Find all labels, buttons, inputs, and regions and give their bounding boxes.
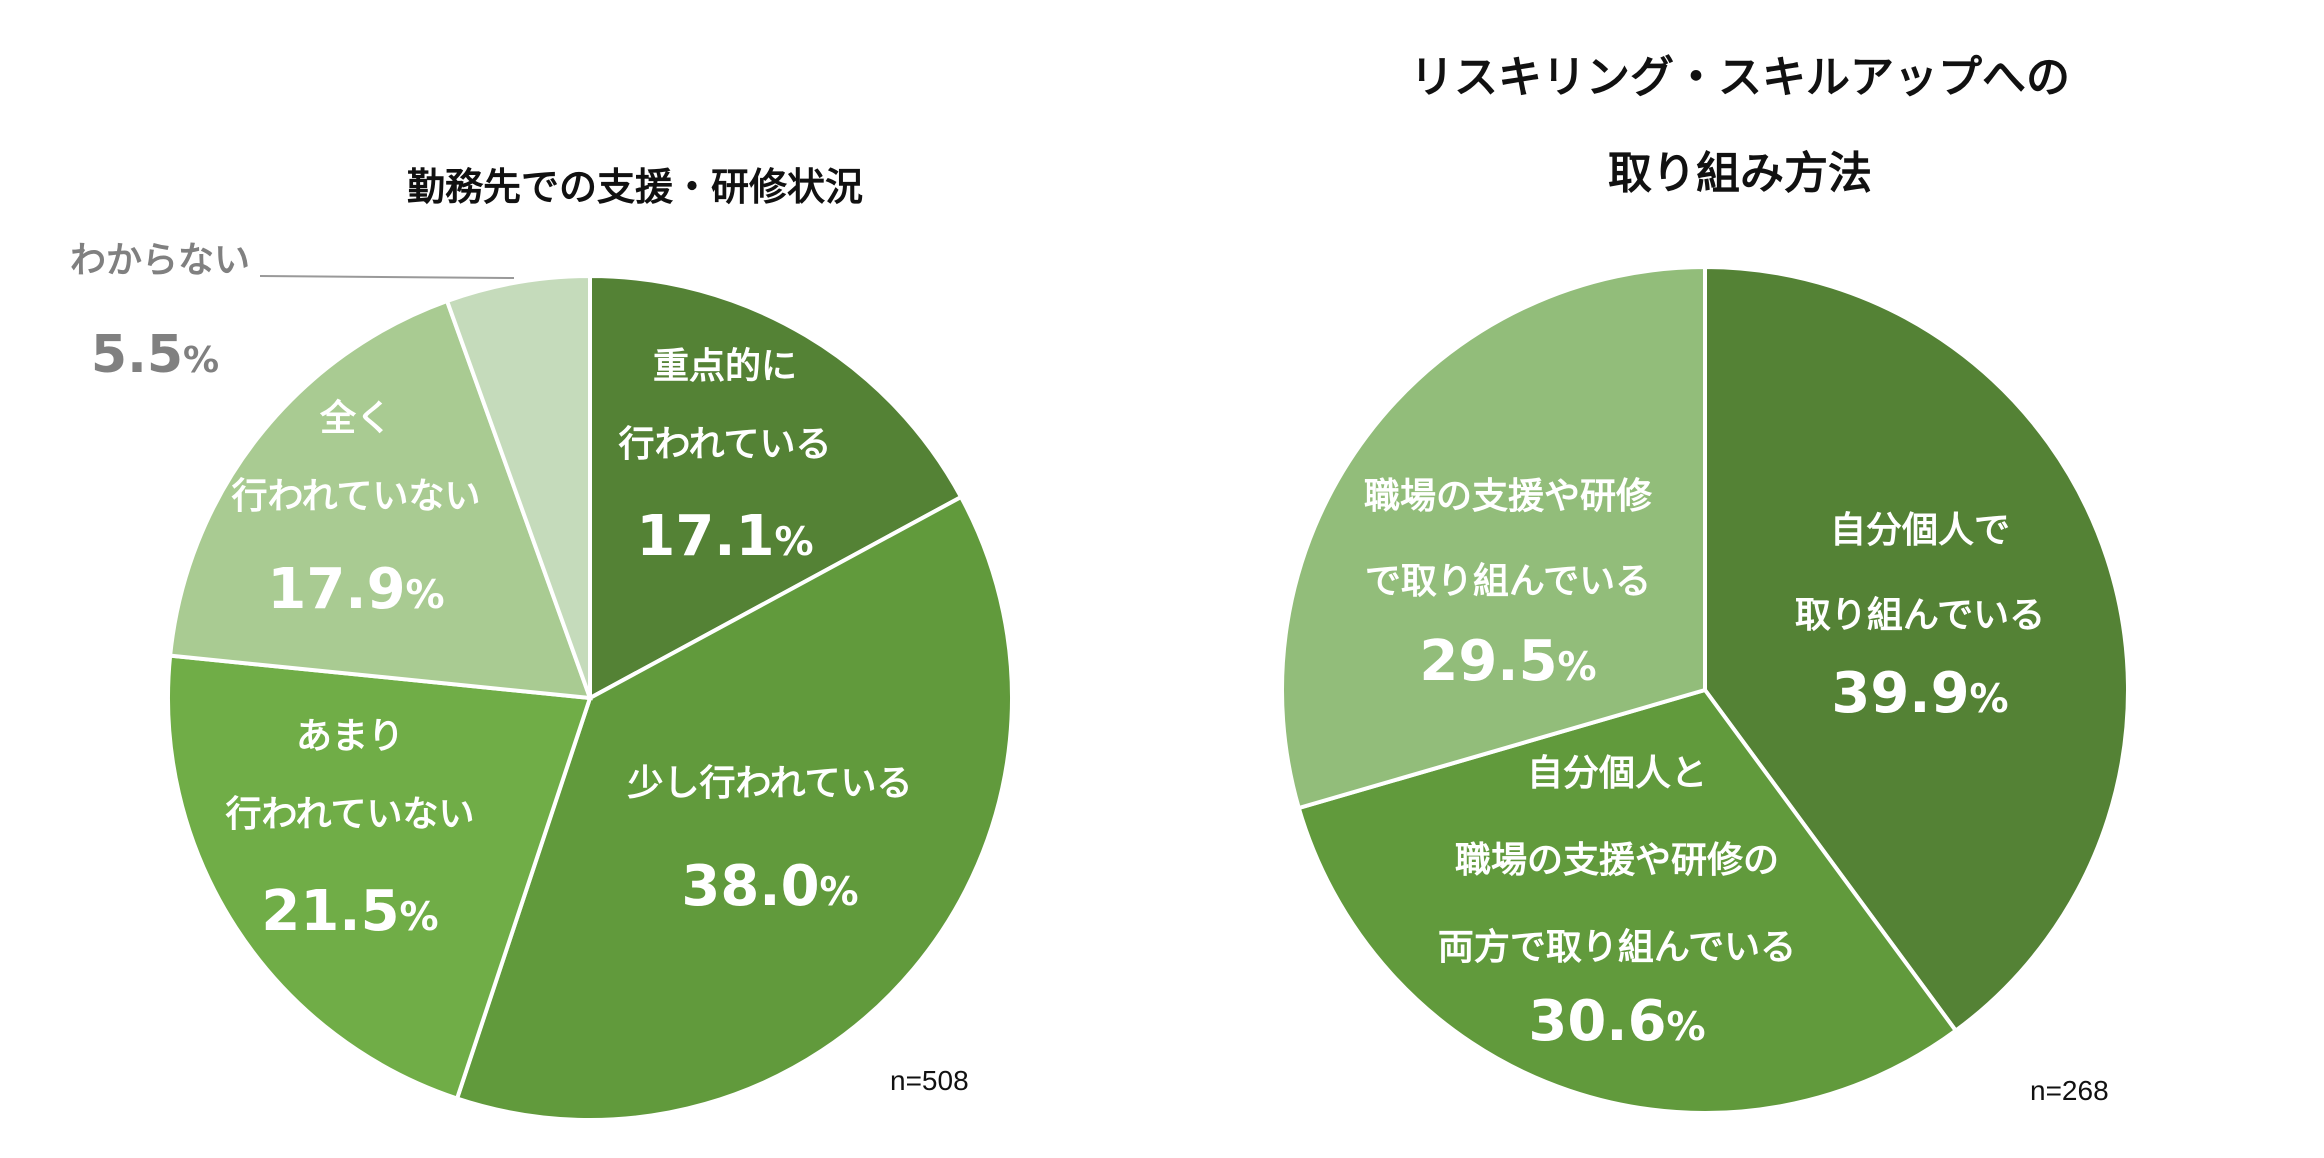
chart-1-slice-4-value-label: 17.9% <box>267 557 444 622</box>
chart-2-slice-3 <box>1280 264 1707 811</box>
chart-2-title-line-1: リスキリング・スキルアップへの <box>1410 52 2070 103</box>
chart-2-slice-3-label-line-2: で取り組んでいる <box>1365 561 1651 602</box>
chart-2-slice-1-value-label: 39.9% <box>1831 661 2008 726</box>
chart-2-slice-3-label-line-1: 職場の支援や研修 <box>1364 476 1653 517</box>
chart-1-slice-4-label-line-2: 行われていない <box>231 476 480 517</box>
chart-1-slice-2-value-label: 38.0% <box>681 854 858 919</box>
chart-2-slice-2-label-line-2: 職場の支援や研修の <box>1455 840 1779 881</box>
chart-2-slice-1-label-line-1: 自分個人で <box>1830 510 2010 551</box>
chart-1-pie: 重点的に行われている17.1%少し行われている38.0%あまり行われていない21… <box>70 240 1014 1122</box>
chart-2-slice-2-label-line-3: 両方で取り組んでいる <box>1438 927 1796 968</box>
chart-1-slice-3-value-label: 21.5% <box>261 879 438 944</box>
chart-1-slice-5-value-label: 5.5% <box>91 325 219 385</box>
chart-1-slice-5 <box>444 273 592 699</box>
chart-2-slice-2 <box>1296 687 1959 1115</box>
chart-1-n-label: n=508 <box>890 1065 969 1096</box>
chart-1-slice-4 <box>167 298 593 701</box>
chart-1-leader-line <box>259 275 515 279</box>
chart-1-slice-3 <box>166 653 593 1102</box>
chart-1-slice-1-label-line-2: 行われている <box>618 424 831 465</box>
chart-1-title: 勤務先での支援・研修状況 <box>407 165 863 209</box>
chart-1-slice-5-label-line-1: わからない <box>70 240 250 281</box>
chart-1-slice-1 <box>588 273 964 702</box>
chart-2-n-label: n=268 <box>2030 1075 2109 1106</box>
chart-1-slice-1-value-label: 17.1% <box>636 504 813 569</box>
chart-2-title-line-2: 取り組み方法 <box>1608 148 1872 199</box>
chart-2-slice-1 <box>1703 264 2130 1034</box>
chart-2-slice-2-value-label: 30.6% <box>1528 989 1705 1054</box>
chart-1-slice-3-label-line-2: 行われていない <box>225 794 474 835</box>
chart-1-slice-1-label-line-1: 重点的に <box>653 346 797 387</box>
chart-2-slice-1-label-line-2: 取り組んでいる <box>1795 595 2045 636</box>
chart-1-slice-2-label-line-1: 少し行われている <box>627 763 912 804</box>
chart-1-slice-4-label-line-1: 全く <box>319 397 392 439</box>
chart-1-slice-3-label-line-1: あまり <box>296 716 404 757</box>
chart-2-slice-2-label-line-1: 自分個人と <box>1527 753 1707 794</box>
chart-1-slice-2 <box>454 494 1014 1122</box>
chart-2-slice-3-value-label: 29.5% <box>1419 629 1596 694</box>
